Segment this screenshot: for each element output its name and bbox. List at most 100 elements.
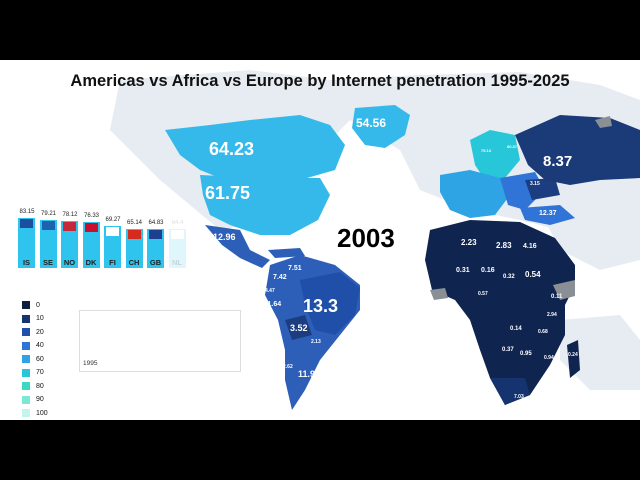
map-label-turkey: 12.37 <box>539 210 557 217</box>
bar-no: 78.12 <box>61 212 78 268</box>
map-label-niger: 0.16 <box>481 267 495 274</box>
map-label-peru: 11.64 <box>264 301 281 308</box>
bar-is: 83.15 <box>18 209 35 268</box>
legend-swatch <box>22 314 30 323</box>
legend-label: 40 <box>36 342 44 349</box>
map-label-egypt: 4.16 <box>523 243 537 250</box>
map-label-brazil: 13.3 <box>303 296 338 316</box>
legend-swatch <box>22 382 30 390</box>
africa-shape <box>425 220 575 405</box>
map-label-argentina: 11.98 <box>298 369 320 379</box>
legend-swatch <box>22 355 30 363</box>
europe-west-shape <box>440 170 510 218</box>
map-label-chile: 2.62 <box>283 364 293 370</box>
bar-label-no: NO <box>63 258 76 267</box>
legend-label: 90 <box>36 396 44 403</box>
somaliland-nodata <box>553 280 575 300</box>
map-label-drc: 0.14 <box>510 326 522 332</box>
nodata-region-1 <box>595 116 612 128</box>
video-frame: 64.23 61.75 54.56 8.37 13.3 12.96 11.98 … <box>0 60 640 420</box>
bar-label-fi: FI <box>109 258 116 267</box>
bar-fill <box>39 220 57 268</box>
bar-value: 64.83 <box>148 220 164 227</box>
map-label-colombia: 7.42 <box>273 274 287 281</box>
legend-item: 10 <box>22 314 44 324</box>
flag-dk-icon <box>84 223 98 233</box>
madagascar-shape <box>567 340 580 378</box>
bar-value: 83.15 <box>19 209 35 216</box>
russia-shape <box>515 115 640 185</box>
bar-gb: 64.83 <box>147 220 164 268</box>
mexico-shape <box>205 225 270 268</box>
map-label-nigeria: 0.31 <box>456 267 470 274</box>
legend-item: 70 <box>22 368 44 378</box>
map-label-zambia: 0.95 <box>520 351 532 357</box>
bar-value: 69.27 <box>105 217 121 224</box>
usa-shape <box>200 175 330 235</box>
bar-label-ch: CH <box>128 258 140 267</box>
country-bar-chart: 83.15 79.21 78.12 76.33 69.27 65.14 64.83 64.4 <box>18 196 188 268</box>
legend-label: 20 <box>36 328 44 336</box>
bar-value: 79.21 <box>40 211 56 218</box>
legend-swatch <box>22 395 30 404</box>
bar-fill <box>104 226 121 268</box>
bar-fill <box>61 221 78 268</box>
bar-value: 78.12 <box>62 212 78 219</box>
map-label-chad: 0.32 <box>503 274 515 280</box>
map-label-somalia: 0.57 <box>478 291 488 297</box>
bar-value: 64.4 <box>171 220 184 227</box>
greenland-shape <box>352 105 410 148</box>
flag-nl-icon <box>170 230 184 240</box>
legend-label: 100 <box>36 409 48 417</box>
map-label-ecuador: 4.47 <box>265 288 275 294</box>
legend-label: 80 <box>36 382 44 390</box>
bar-label-is: IS <box>22 258 31 267</box>
line-chart-start-year: 1995 <box>83 360 98 367</box>
scandinavia-shape <box>470 130 520 180</box>
legend-item: 90 <box>22 395 44 405</box>
bar-fi: 69.27 <box>104 217 121 268</box>
bar-fill <box>82 222 100 268</box>
flag-se-icon <box>41 221 55 231</box>
legend-item: 100 <box>22 408 48 418</box>
bar-label-se: SE <box>42 258 53 267</box>
legend-swatch <box>22 341 30 350</box>
map-label-tanzania: 0.68 <box>538 329 548 335</box>
bar-value: 76.33 <box>83 213 99 220</box>
legend-swatch <box>22 409 30 417</box>
map-label-ukraine: 3.15 <box>530 181 540 187</box>
brazil-shape <box>300 272 360 335</box>
bar-fill <box>18 218 35 268</box>
bar-label-gb: GB <box>149 258 162 267</box>
map-label-bolivia: 3.52 <box>290 323 308 333</box>
legend-label: 70 <box>36 369 44 376</box>
legend-swatch <box>22 328 30 336</box>
map-label-south-africa: 7.03 <box>514 394 524 400</box>
legend-swatch <box>22 301 30 309</box>
legend-item: 0 <box>22 300 40 310</box>
map-label-baltic-a: 79.13 <box>481 148 492 153</box>
flag-ch-icon <box>127 229 141 239</box>
bar-label-nl: NL <box>172 258 182 267</box>
bar-value: 65.14 <box>126 219 142 226</box>
australia-background <box>560 315 640 390</box>
bar-dk: 76.33 <box>82 213 100 268</box>
map-label-madagascar: 0.24 <box>568 352 578 358</box>
ukraine-shape <box>525 178 560 200</box>
bolivia-shape <box>285 315 312 340</box>
legend-item: 80 <box>22 381 44 391</box>
map-label-usa: 61.75 <box>205 183 250 203</box>
map-label-canada: 64.23 <box>209 139 254 159</box>
south-africa-shape <box>490 378 530 405</box>
legend-item: 20 <box>22 327 44 337</box>
canada-shape <box>165 115 345 180</box>
sahara-nodata <box>430 288 448 300</box>
map-label-ethiopia: 0.11 <box>551 294 563 300</box>
map-label-sudan: 0.54 <box>525 270 541 279</box>
map-label-kenya: 2.94 <box>547 312 557 318</box>
year-label: 2003 <box>337 223 395 253</box>
bar-label-dk: DK <box>85 258 97 267</box>
map-label-libya: 2.83 <box>496 241 512 250</box>
flag-no-icon <box>63 222 76 232</box>
map-label-algeria: 2.23 <box>461 238 477 247</box>
